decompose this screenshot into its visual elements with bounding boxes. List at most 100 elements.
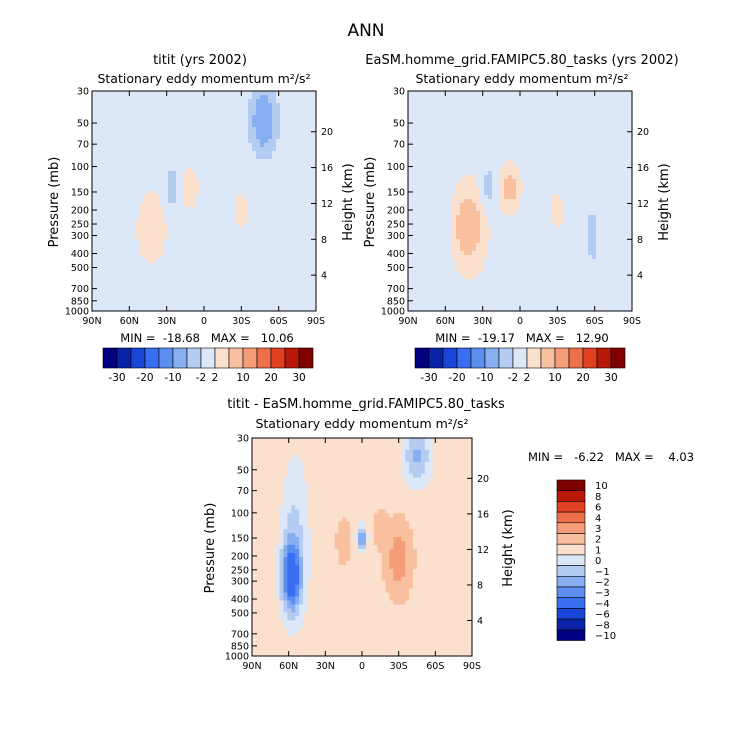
field-cell	[504, 131, 509, 136]
field-cell	[520, 159, 525, 164]
field-cell	[448, 275, 453, 280]
field-cell	[492, 203, 497, 208]
field-cell	[456, 127, 461, 132]
field-cell	[192, 103, 197, 108]
field-cell	[448, 215, 453, 220]
field-cell	[520, 183, 525, 188]
field-cell	[504, 231, 509, 236]
y2-tick-label: 8	[321, 235, 327, 246]
field-cell	[152, 239, 157, 244]
field-cell	[516, 267, 521, 272]
field-cell	[108, 203, 113, 208]
field-cell	[216, 235, 221, 240]
field-cell	[308, 291, 313, 296]
field-cell	[420, 243, 425, 248]
field-cell	[228, 263, 233, 268]
field-cell	[416, 243, 421, 248]
field-cell	[268, 303, 273, 308]
field-cell	[144, 227, 149, 232]
field-cell	[456, 215, 461, 220]
field-cell	[260, 215, 265, 220]
field-cell	[184, 167, 189, 172]
field-cell	[144, 143, 149, 148]
field-cell	[284, 283, 289, 288]
field-cell	[292, 275, 297, 280]
field-cell	[540, 147, 545, 152]
field-cell	[132, 127, 137, 132]
field-cell	[156, 191, 161, 196]
field-cell	[244, 191, 249, 196]
field-cell	[260, 271, 265, 276]
field-cell	[520, 235, 525, 240]
field-cell	[188, 111, 193, 116]
field-cell	[424, 167, 429, 172]
field-cell	[516, 111, 521, 116]
field-cell	[304, 107, 309, 112]
field-cell	[456, 95, 461, 100]
field-cell	[412, 195, 417, 200]
field-cell	[224, 215, 229, 220]
field-cell	[244, 187, 249, 192]
field-cell	[140, 279, 145, 284]
field-cell	[540, 203, 545, 208]
field-cell	[468, 227, 473, 232]
field-cell	[520, 95, 525, 100]
field-cell	[528, 287, 533, 292]
field-cell	[256, 207, 261, 212]
field-cell	[504, 291, 509, 296]
field-cell	[240, 243, 245, 248]
field-cell	[484, 271, 489, 276]
field-cell	[140, 267, 145, 272]
field-cell	[284, 307, 289, 312]
field-cell	[204, 111, 209, 116]
field-cell	[524, 211, 529, 216]
field-cell	[200, 279, 205, 284]
field-cell	[468, 235, 473, 240]
field-cell	[512, 99, 517, 104]
field-cell	[132, 135, 137, 140]
field-cell	[108, 211, 113, 216]
field-cell	[456, 143, 461, 148]
field-cell	[448, 99, 453, 104]
field-cell	[260, 179, 265, 184]
field-cell	[436, 135, 441, 140]
field-cell	[112, 219, 117, 224]
field-cell	[428, 167, 433, 172]
field-cell	[248, 179, 253, 184]
field-cell	[540, 103, 545, 108]
field-cell	[540, 107, 545, 112]
field-cell	[152, 255, 157, 260]
field-cell	[496, 223, 501, 228]
field-cell	[536, 199, 541, 204]
field-cell	[308, 163, 313, 168]
field-cell	[188, 187, 193, 192]
field-cell	[284, 211, 289, 216]
field-cell	[92, 143, 97, 148]
field-cell	[240, 119, 245, 124]
field-cell	[440, 239, 445, 244]
field-cell	[240, 187, 245, 192]
field-cell	[304, 123, 309, 128]
field-cell	[104, 299, 109, 304]
field-cell	[452, 255, 457, 260]
field-cell	[176, 227, 181, 232]
field-cell	[444, 167, 449, 172]
field-cell	[520, 151, 525, 156]
field-cell	[100, 107, 105, 112]
field-cell	[112, 295, 117, 300]
field-cell	[500, 179, 505, 184]
field-cell	[416, 91, 421, 96]
field-cell	[464, 147, 469, 152]
field-cell	[204, 139, 209, 144]
field-cell	[312, 307, 317, 312]
field-cell	[528, 131, 533, 136]
field-cell	[232, 195, 237, 200]
field-cell	[188, 123, 193, 128]
field-cell	[440, 139, 445, 144]
field-cell	[248, 107, 253, 112]
field-cell	[452, 139, 457, 144]
field-cell	[136, 303, 141, 308]
field-cell	[292, 131, 297, 136]
field-cell	[500, 167, 505, 172]
field-cell	[204, 91, 209, 96]
